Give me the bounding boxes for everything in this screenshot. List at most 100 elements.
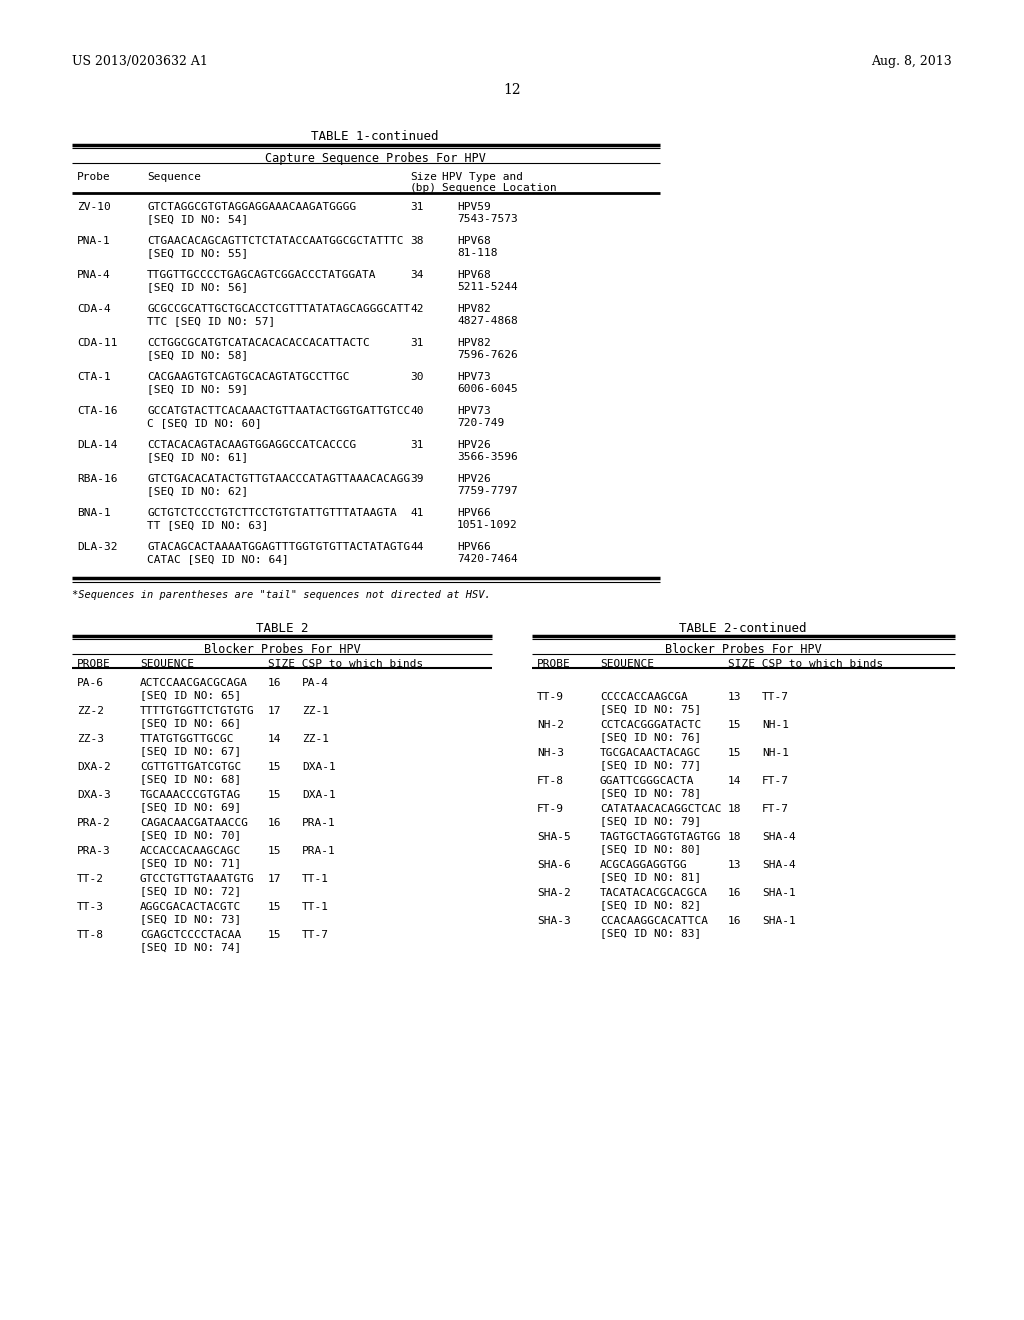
Text: PROBE: PROBE bbox=[537, 659, 570, 669]
Text: HPV82: HPV82 bbox=[457, 338, 490, 348]
Text: [SEQ ID NO: 75]: [SEQ ID NO: 75] bbox=[600, 704, 701, 714]
Text: PRA-1: PRA-1 bbox=[302, 846, 336, 855]
Text: 15: 15 bbox=[268, 902, 282, 912]
Text: [SEQ ID NO: 62]: [SEQ ID NO: 62] bbox=[147, 486, 248, 496]
Text: 7759-7797: 7759-7797 bbox=[457, 486, 518, 496]
Text: ZZ-1: ZZ-1 bbox=[302, 706, 329, 715]
Text: [SEQ ID NO: 55]: [SEQ ID NO: 55] bbox=[147, 248, 248, 257]
Text: [SEQ ID NO: 71]: [SEQ ID NO: 71] bbox=[140, 858, 242, 869]
Text: PRA-3: PRA-3 bbox=[77, 846, 111, 855]
Text: CACGAAGTGTCAGTGCACAGTATGCCTTGC: CACGAAGTGTCAGTGCACAGTATGCCTTGC bbox=[147, 372, 349, 381]
Text: TTC [SEQ ID NO: 57]: TTC [SEQ ID NO: 57] bbox=[147, 315, 275, 326]
Text: SHA-6: SHA-6 bbox=[537, 861, 570, 870]
Text: TT-1: TT-1 bbox=[302, 902, 329, 912]
Text: FT-8: FT-8 bbox=[537, 776, 564, 785]
Text: CCTACACAGTACAAGTGGAGGCCATCACCCG: CCTACACAGTACAAGTGGAGGCCATCACCCG bbox=[147, 440, 356, 450]
Text: 14: 14 bbox=[268, 734, 282, 744]
Text: 18: 18 bbox=[728, 804, 741, 814]
Text: CCTGGCGCATGTCATACACACACCACATTACTC: CCTGGCGCATGTCATACACACACCACATTACTC bbox=[147, 338, 370, 348]
Text: TT-2: TT-2 bbox=[77, 874, 104, 884]
Text: GCTGTCTCCCTGTCTTCCTGTGTATTGTTTATAAGTA: GCTGTCTCCCTGTCTTCCTGTGTATTGTTTATAAGTA bbox=[147, 508, 396, 517]
Text: GTCTGACACATACTGTTGTAACCCATAGTTAAACACAGG: GTCTGACACATACTGTTGTAACCCATAGTTAAACACAGG bbox=[147, 474, 411, 484]
Text: 720-749: 720-749 bbox=[457, 418, 504, 428]
Text: 40: 40 bbox=[410, 407, 424, 416]
Text: DXA-2: DXA-2 bbox=[77, 762, 111, 772]
Text: 14: 14 bbox=[728, 776, 741, 785]
Text: 15: 15 bbox=[728, 719, 741, 730]
Text: Size: Size bbox=[410, 172, 437, 182]
Text: TABLE 1-continued: TABLE 1-continued bbox=[311, 129, 438, 143]
Text: 4827-4868: 4827-4868 bbox=[457, 315, 518, 326]
Text: CCACAAGGCACATTCA: CCACAAGGCACATTCA bbox=[600, 916, 708, 927]
Text: 44: 44 bbox=[410, 543, 424, 552]
Text: CDA-4: CDA-4 bbox=[77, 304, 111, 314]
Text: HPV Type and: HPV Type and bbox=[442, 172, 523, 182]
Text: ZZ-3: ZZ-3 bbox=[77, 734, 104, 744]
Text: 81-118: 81-118 bbox=[457, 248, 498, 257]
Text: 31: 31 bbox=[410, 338, 424, 348]
Text: [SEQ ID NO: 59]: [SEQ ID NO: 59] bbox=[147, 384, 248, 393]
Text: [SEQ ID NO: 65]: [SEQ ID NO: 65] bbox=[140, 690, 242, 700]
Text: [SEQ ID NO: 72]: [SEQ ID NO: 72] bbox=[140, 886, 242, 896]
Text: CGAGCTCCCCTACAA: CGAGCTCCCCTACAA bbox=[140, 931, 242, 940]
Text: TT-9: TT-9 bbox=[537, 692, 564, 702]
Text: Blocker Probes For HPV: Blocker Probes For HPV bbox=[204, 643, 360, 656]
Text: SHA-3: SHA-3 bbox=[537, 916, 570, 927]
Text: 12: 12 bbox=[503, 83, 521, 96]
Text: FT-7: FT-7 bbox=[762, 804, 790, 814]
Text: HPV68: HPV68 bbox=[457, 236, 490, 246]
Text: HPV66: HPV66 bbox=[457, 508, 490, 517]
Text: TTATGTGGTTGCGC: TTATGTGGTTGCGC bbox=[140, 734, 234, 744]
Text: NH-3: NH-3 bbox=[537, 748, 564, 758]
Text: TT-3: TT-3 bbox=[77, 902, 104, 912]
Text: 13: 13 bbox=[728, 692, 741, 702]
Text: 16: 16 bbox=[268, 678, 282, 688]
Text: CDA-11: CDA-11 bbox=[77, 338, 118, 348]
Text: 30: 30 bbox=[410, 372, 424, 381]
Text: (bp): (bp) bbox=[410, 183, 437, 193]
Text: DXA-1: DXA-1 bbox=[302, 789, 336, 800]
Text: CTA-16: CTA-16 bbox=[77, 407, 118, 416]
Text: HPV73: HPV73 bbox=[457, 407, 490, 416]
Text: BNA-1: BNA-1 bbox=[77, 508, 111, 517]
Text: DXA-3: DXA-3 bbox=[77, 789, 111, 800]
Text: [SEQ ID NO: 69]: [SEQ ID NO: 69] bbox=[140, 803, 242, 812]
Text: [SEQ ID NO: 58]: [SEQ ID NO: 58] bbox=[147, 350, 248, 360]
Text: [SEQ ID NO: 80]: [SEQ ID NO: 80] bbox=[600, 843, 701, 854]
Text: TT-7: TT-7 bbox=[762, 692, 790, 702]
Text: PRA-2: PRA-2 bbox=[77, 818, 111, 828]
Text: TABLE 2: TABLE 2 bbox=[256, 622, 308, 635]
Text: TGCAAACCCGTGTAG: TGCAAACCCGTGTAG bbox=[140, 789, 242, 800]
Text: 39: 39 bbox=[410, 474, 424, 484]
Text: SHA-1: SHA-1 bbox=[762, 888, 796, 898]
Text: PA-6: PA-6 bbox=[77, 678, 104, 688]
Text: CCCCACCAAGCGA: CCCCACCAAGCGA bbox=[600, 692, 688, 702]
Text: [SEQ ID NO: 81]: [SEQ ID NO: 81] bbox=[600, 873, 701, 882]
Text: GTCCTGTTGTAAATGTG: GTCCTGTTGTAAATGTG bbox=[140, 874, 255, 884]
Text: 31: 31 bbox=[410, 440, 424, 450]
Text: SEQUENCE: SEQUENCE bbox=[600, 659, 654, 669]
Text: Blocker Probes For HPV: Blocker Probes For HPV bbox=[665, 643, 821, 656]
Text: [SEQ ID NO: 67]: [SEQ ID NO: 67] bbox=[140, 746, 242, 756]
Text: 7543-7573: 7543-7573 bbox=[457, 214, 518, 224]
Text: TABLE 2-continued: TABLE 2-continued bbox=[679, 622, 807, 635]
Text: 16: 16 bbox=[728, 888, 741, 898]
Text: [SEQ ID NO: 83]: [SEQ ID NO: 83] bbox=[600, 928, 701, 939]
Text: CTGAACACAGCAGTTCTCTATACCAATGGCGCTATTTC: CTGAACACAGCAGTTCTCTATACCAATGGCGCTATTTC bbox=[147, 236, 403, 246]
Text: HPV26: HPV26 bbox=[457, 474, 490, 484]
Text: NH-1: NH-1 bbox=[762, 748, 790, 758]
Text: [SEQ ID NO: 54]: [SEQ ID NO: 54] bbox=[147, 214, 248, 224]
Text: ACGCAGGAGGTGG: ACGCAGGAGGTGG bbox=[600, 861, 688, 870]
Text: RBA-16: RBA-16 bbox=[77, 474, 118, 484]
Text: HPV82: HPV82 bbox=[457, 304, 490, 314]
Text: 34: 34 bbox=[410, 271, 424, 280]
Text: 6006-6045: 6006-6045 bbox=[457, 384, 518, 393]
Text: PRA-1: PRA-1 bbox=[302, 818, 336, 828]
Text: HPV73: HPV73 bbox=[457, 372, 490, 381]
Text: SHA-4: SHA-4 bbox=[762, 861, 796, 870]
Text: SEQUENCE: SEQUENCE bbox=[140, 659, 194, 669]
Text: SHA-5: SHA-5 bbox=[537, 832, 570, 842]
Text: 41: 41 bbox=[410, 508, 424, 517]
Text: 15: 15 bbox=[268, 846, 282, 855]
Text: GTACAGCACTAAAATGGAGTTTGGTGTGTTACTATAGTG: GTACAGCACTAAAATGGAGTTTGGTGTGTTACTATAGTG bbox=[147, 543, 411, 552]
